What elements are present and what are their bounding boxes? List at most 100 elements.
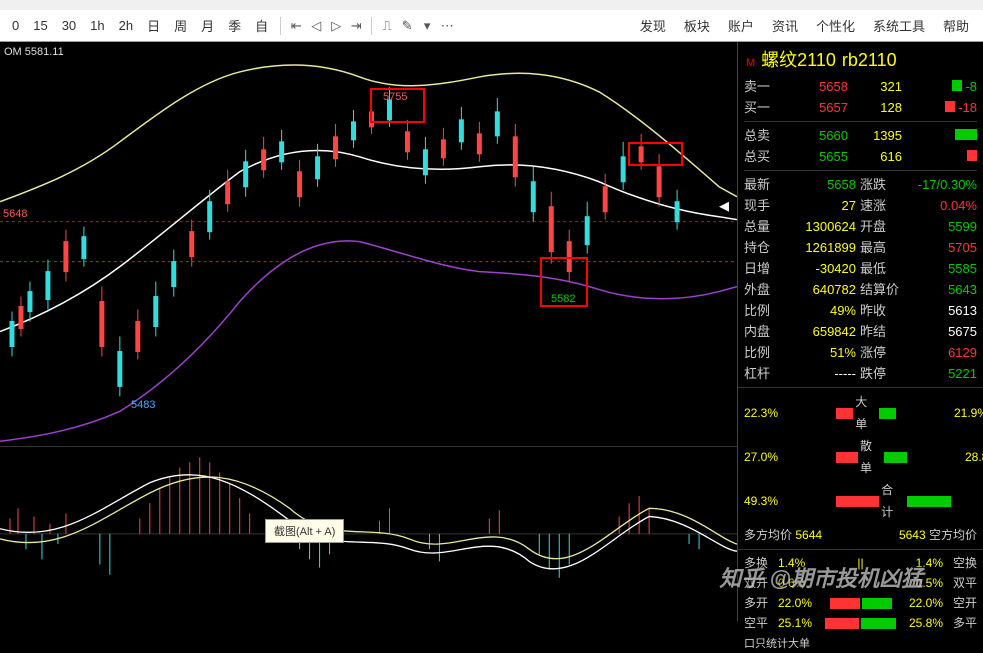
pclose-val: 5613 [908, 300, 977, 321]
dinc-val: -30420 [788, 258, 856, 279]
total-ask-label: 总卖 [744, 125, 784, 146]
nav-last-icon[interactable]: ⇥ [347, 17, 365, 35]
chart-header-label: OM 5581.11 [4, 46, 64, 58]
label-5648: 5648 [0, 207, 30, 221]
ret-left: 27.0% [744, 446, 792, 468]
ratio1-val: 49% [788, 300, 856, 321]
total-ask-vol: 1395 [852, 125, 902, 146]
dinc-label: 日增 [744, 258, 784, 279]
swap-r3-ll: 多开 [744, 593, 778, 613]
ratio2-val: 51% [788, 342, 856, 363]
menu-sector[interactable]: 板块 [676, 13, 718, 38]
high-label: 最高 [860, 237, 904, 258]
swap-r4-l: 25.1% [778, 613, 818, 633]
psettle-val: 5675 [908, 321, 977, 342]
main-content: OM 5581.11 5648 5755 5582 5483 [0, 42, 983, 621]
total-ask-price: 5660 [788, 125, 848, 146]
menu-account[interactable]: 账户 [720, 13, 762, 38]
open-label: 开盘 [860, 216, 904, 237]
tf-quarter[interactable]: 季 [222, 13, 247, 38]
m-badge: M [746, 57, 755, 69]
total-bid-label: 总买 [744, 146, 784, 167]
tf-0[interactable]: 0 [6, 15, 25, 36]
tf-2h[interactable]: 2h [113, 15, 139, 36]
screenshot-tooltip: 截图(Alt + A) [265, 519, 344, 543]
title-cn: 螺纹2110 [761, 46, 836, 72]
in-label: 内盘 [744, 321, 784, 342]
settle-val: 5643 [908, 279, 977, 300]
chg-label: 涨跌 [860, 174, 904, 195]
lever-val: ----- [788, 363, 856, 384]
swap-r3-l: 22.0% [778, 593, 818, 613]
dnlimit-label: 跌停 [860, 363, 904, 384]
tot-left: 49.3% [744, 490, 792, 512]
oi-label: 持仓 [744, 237, 784, 258]
tf-1h[interactable]: 1h [84, 15, 110, 36]
swap-r1-ll: 多换 [744, 553, 778, 573]
swap-r2-ll: 双开 [744, 573, 778, 593]
swap-note: 口只统计大单 [738, 633, 983, 653]
swap-r3-rl: 空开 [943, 593, 977, 613]
separator [280, 17, 281, 35]
ask-chg: -8 [906, 76, 977, 97]
avg-price-row: 多方均价 5644 5643 空方均价 [738, 523, 983, 546]
high-val: 5705 [908, 237, 977, 258]
quote-table: 卖一 5658 321 -8 买一 5657 128 -18 总卖 5660 1… [738, 76, 983, 384]
menu-discover[interactable]: 发现 [632, 13, 674, 38]
menu-help[interactable]: 帮助 [935, 13, 977, 38]
tf-month[interactable]: 月 [195, 13, 220, 38]
nav-prev-icon[interactable]: ◁ [307, 17, 325, 35]
nav-next-icon[interactable]: ▷ [327, 17, 345, 35]
instrument-title: M 螺纹2110 rb2110 [738, 42, 983, 76]
tf-day[interactable]: 日 [141, 13, 166, 38]
last-label: 最新 [744, 174, 784, 195]
last-val: 5658 [788, 174, 856, 195]
ask-price: 5658 [788, 76, 848, 97]
vol-val: 1300624 [788, 216, 856, 237]
swap-r1-l: 1.4% [778, 553, 818, 573]
main-chart[interactable]: OM 5581.11 5648 5755 5582 5483 [0, 42, 737, 447]
chart-area[interactable]: OM 5581.11 5648 5755 5582 5483 [0, 42, 738, 621]
in-val: 659842 [788, 321, 856, 342]
total-ask-bar [906, 125, 977, 146]
tf-30[interactable]: 30 [56, 15, 82, 36]
bid-label: 买一 [744, 97, 784, 118]
big-left: 22.3% [744, 402, 792, 424]
settle-label: 结算价 [860, 279, 904, 300]
tf-custom[interactable]: 自 [249, 13, 274, 38]
tf-week[interactable]: 周 [168, 13, 193, 38]
chg-val: -17/0.30% [908, 174, 977, 195]
speed-val: 0.04% [908, 195, 977, 216]
total-bid-vol: 616 [852, 146, 902, 167]
menu-tools[interactable]: 系统工具 [865, 13, 933, 38]
separator [371, 17, 372, 35]
low-val: 5585 [908, 258, 977, 279]
swap-r4-ll: 空平 [744, 613, 778, 633]
dropdown-icon[interactable]: ▾ [418, 17, 436, 35]
more-icon[interactable]: ⋯ [438, 17, 456, 35]
sub-chart[interactable]: 截图(Alt + A) [0, 447, 737, 621]
bid-price: 5657 [788, 97, 848, 118]
draw-icon[interactable]: ✎ [398, 17, 416, 35]
annotation-box-3 [540, 257, 588, 307]
indicator-icon[interactable]: ⎍ [378, 17, 396, 35]
vol-label: 总量 [744, 216, 784, 237]
swap-r2-r: 0.5% [903, 573, 943, 593]
swap-r3-r: 22.0% [903, 593, 943, 613]
ask-label: 卖一 [744, 76, 784, 97]
oi-val: 1261899 [788, 237, 856, 258]
big-bars: 大 单 [836, 391, 896, 435]
tf-15[interactable]: 15 [27, 15, 53, 36]
dnlimit-val: 5221 [908, 363, 977, 384]
swap-r4-rl: 多平 [943, 613, 977, 633]
annotation-box-2 [628, 142, 683, 166]
swap-r1-rl: 空换 [943, 553, 977, 573]
menu-news[interactable]: 资讯 [764, 13, 806, 38]
menu-personal[interactable]: 个性化 [808, 13, 863, 38]
now-val: 27 [788, 195, 856, 216]
nav-first-icon[interactable]: ⇤ [287, 17, 305, 35]
lever-label: 杠杆 [744, 363, 784, 384]
candlestick-chart-svg [0, 42, 737, 446]
low-label: 最低 [860, 258, 904, 279]
uplimit-val: 6129 [908, 342, 977, 363]
